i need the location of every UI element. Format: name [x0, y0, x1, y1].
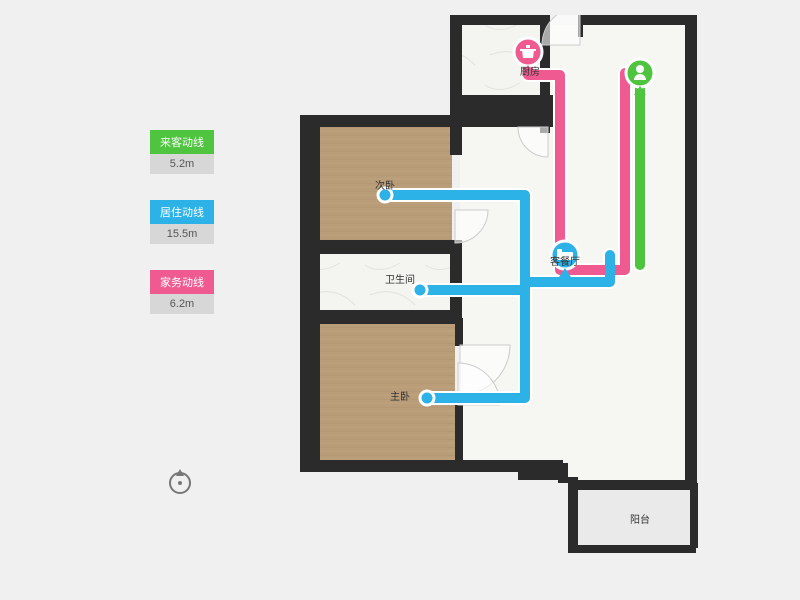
legend-item-housework: 家务动线 6.2m — [150, 270, 214, 314]
wall — [558, 463, 568, 483]
legend-value: 6.2m — [150, 294, 214, 314]
room-label: 次卧 — [375, 179, 395, 192]
compass-icon — [165, 465, 195, 495]
room-label: 客餐厅 — [550, 255, 580, 268]
room-label: 主卧 — [390, 390, 410, 403]
room-label: 厨房 — [520, 65, 540, 78]
legend-label: 来客动线 — [150, 130, 214, 154]
wall — [300, 310, 462, 324]
wall — [455, 318, 463, 346]
legend-item-living: 居住动线 15.5m — [150, 200, 214, 244]
flow-node — [420, 391, 434, 405]
legend-label: 居住动线 — [150, 200, 214, 224]
wall — [300, 460, 530, 472]
legend-value: 5.2m — [150, 154, 214, 174]
wall — [518, 460, 563, 480]
wall — [450, 15, 550, 25]
legend-label: 家务动线 — [150, 270, 214, 294]
floorplan: 厨房次卧卫生间主卧 客餐厅阳台 — [300, 15, 700, 575]
wall — [300, 115, 320, 465]
wall — [450, 245, 462, 320]
wall — [300, 240, 462, 254]
wall — [455, 95, 553, 127]
wall — [568, 545, 696, 553]
room-label: 卫生间 — [385, 273, 415, 286]
wall — [685, 15, 697, 487]
wall — [578, 15, 693, 25]
flow-node — [413, 283, 427, 297]
wall — [455, 398, 463, 465]
wall — [568, 480, 693, 490]
wall — [300, 115, 460, 127]
wall — [690, 483, 698, 548]
legend-value: 15.5m — [150, 224, 214, 244]
legend: 来客动线 5.2m 居住动线 15.5m 家务动线 6.2m — [150, 130, 214, 340]
room-label: 阳台 — [630, 513, 650, 526]
wall — [568, 477, 578, 552]
legend-item-guest: 来客动线 5.2m — [150, 130, 214, 174]
